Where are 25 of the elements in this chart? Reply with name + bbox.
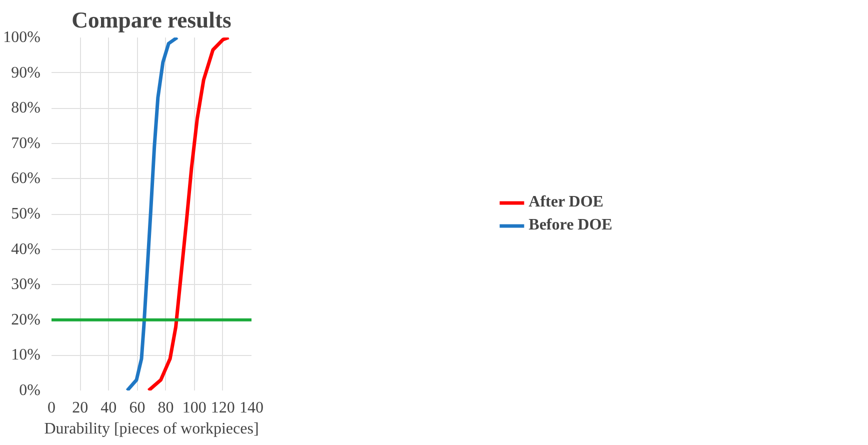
legend-label: After DOE — [528, 193, 604, 211]
y-tick-label: 40% — [11, 240, 40, 258]
y-tick-label: 70% — [11, 134, 40, 152]
x-tick-label: 0 — [48, 400, 56, 416]
y-tick-label: 90% — [11, 64, 40, 82]
x-tick-label: 40 — [100, 400, 117, 416]
y-tick-label: 50% — [11, 206, 40, 222]
y-tick-label: 60% — [11, 170, 40, 188]
legend-label: Before DOE — [528, 216, 612, 234]
x-tick-label: 80 — [158, 400, 174, 416]
y-tick-label: 0% — [19, 382, 40, 399]
y-tick-label: 100% — [3, 29, 40, 46]
y-tick-label: 80% — [11, 100, 40, 117]
x-tick-label: 20 — [72, 400, 88, 416]
line-series — [125, 38, 179, 390]
x-tick-label: 140 — [240, 400, 264, 416]
y-tick-label: 20% — [11, 311, 40, 328]
x-tick-label: 120 — [210, 400, 235, 416]
x-tick-label: 60 — [129, 400, 146, 416]
line-series — [146, 38, 230, 390]
y-tick-label: 10% — [11, 346, 40, 364]
x-axis-title: Durability [pieces of workpieces] — [44, 420, 259, 438]
x-tick-label: 100 — [182, 400, 206, 416]
y-tick-label: 30% — [11, 276, 40, 294]
chart-title: Compare results — [72, 8, 232, 32]
